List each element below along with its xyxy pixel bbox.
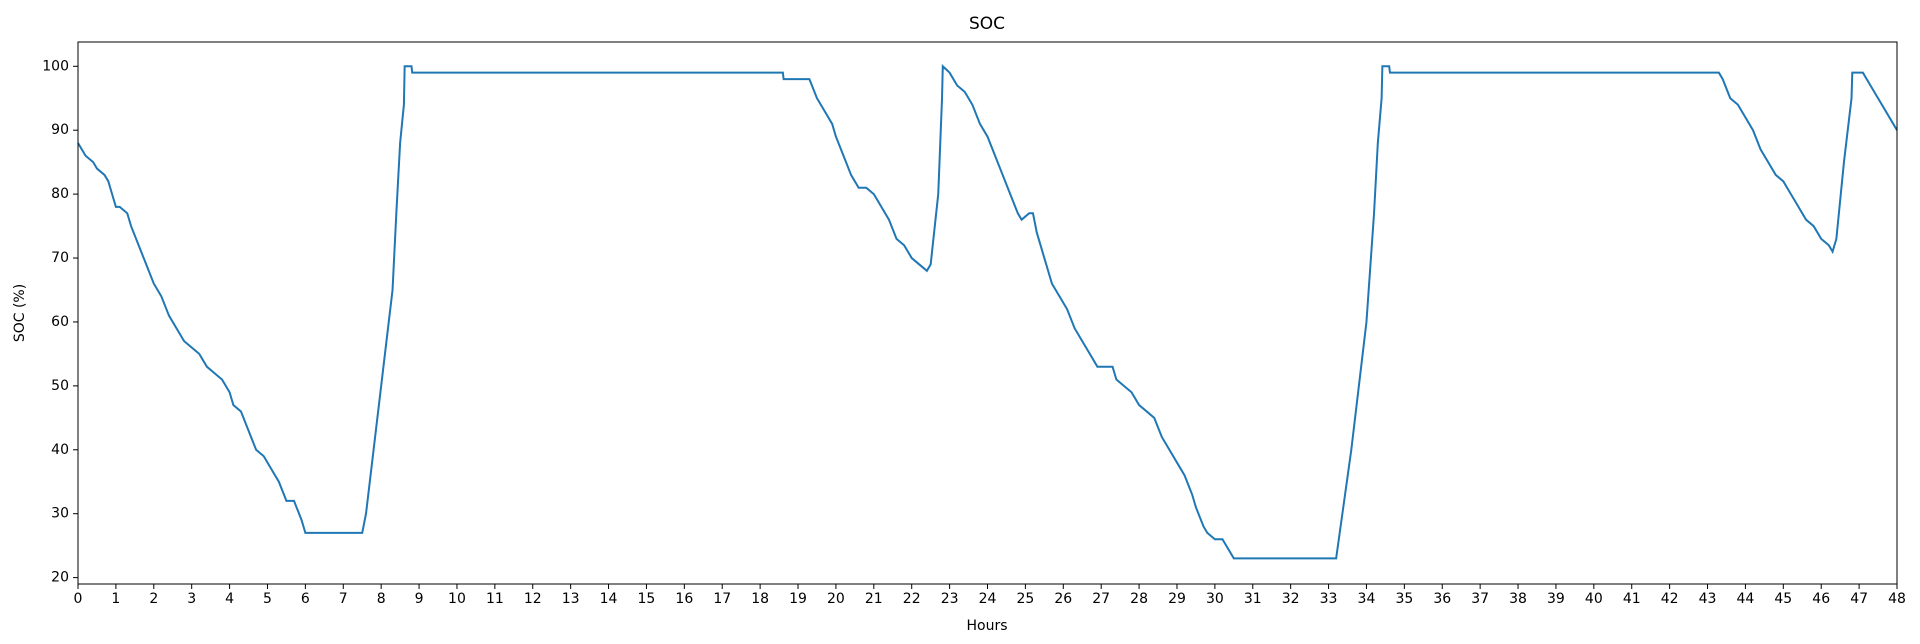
- x-axis-label: Hours: [966, 618, 1007, 634]
- x-tick-label: 42: [1661, 591, 1679, 607]
- x-tick-label: 47: [1850, 591, 1868, 607]
- x-tick-label: 43: [1699, 591, 1717, 607]
- y-tick-label: 100: [42, 58, 69, 74]
- x-tick-label: 28: [1130, 591, 1148, 607]
- y-tick-label: 60: [51, 314, 69, 330]
- x-tick-label: 8: [377, 591, 386, 607]
- x-tick-label: 20: [827, 591, 845, 607]
- x-tick-label: 38: [1509, 591, 1527, 607]
- x-tick-label: 36: [1433, 591, 1451, 607]
- x-tick-label: 11: [486, 591, 504, 607]
- x-tick-label: 1: [111, 591, 120, 607]
- x-tick-label: 25: [1016, 591, 1034, 607]
- x-tick-label: 9: [415, 591, 424, 607]
- x-tick-label: 17: [713, 591, 731, 607]
- x-tick-label: 23: [941, 591, 959, 607]
- x-tick-label: 7: [339, 591, 348, 607]
- x-tick-label: 29: [1168, 591, 1186, 607]
- x-tick-label: 37: [1471, 591, 1489, 607]
- x-tick-label: 40: [1585, 591, 1603, 607]
- x-tick-label: 2: [149, 591, 158, 607]
- x-tick-label: 16: [675, 591, 693, 607]
- x-tick-label: 46: [1812, 591, 1830, 607]
- x-tick-label: 12: [524, 591, 542, 607]
- y-tick-label: 20: [51, 570, 69, 586]
- x-tick-label: 35: [1395, 591, 1413, 607]
- x-tick-label: 3: [187, 591, 196, 607]
- x-tick-label: 6: [301, 591, 310, 607]
- plot-frame: [77, 41, 1898, 585]
- x-tick-label: 45: [1774, 591, 1792, 607]
- x-tick-label: 14: [600, 591, 618, 607]
- x-tick-label: 5: [263, 591, 272, 607]
- y-tick-label: 80: [51, 186, 69, 202]
- x-tick-label: 24: [979, 591, 997, 607]
- x-tick-label: 26: [1054, 591, 1072, 607]
- y-tick-label: 90: [51, 122, 69, 138]
- x-tick-label: 41: [1623, 591, 1641, 607]
- x-tick-label: 19: [789, 591, 807, 607]
- x-tick-label: 0: [74, 591, 83, 607]
- x-tick-label: 10: [448, 591, 466, 607]
- x-tick-label: 22: [903, 591, 921, 607]
- x-tick-label: 32: [1282, 591, 1300, 607]
- x-tick-label: 31: [1244, 591, 1262, 607]
- x-tick-label: 34: [1358, 591, 1376, 607]
- x-tick-label: 39: [1547, 591, 1565, 607]
- chart-title: SOC: [969, 14, 1005, 34]
- x-tick-label: 44: [1737, 591, 1755, 607]
- y-tick-label: 40: [51, 442, 69, 458]
- x-tick-label: 21: [865, 591, 883, 607]
- x-tick-label: 13: [562, 591, 580, 607]
- y-axis-label: SOC (%): [12, 284, 28, 342]
- x-tick-label: 27: [1092, 591, 1110, 607]
- y-tick-label: 30: [51, 506, 69, 522]
- x-tick-label: 18: [751, 591, 769, 607]
- x-tick-label: 33: [1320, 591, 1338, 607]
- x-tick-label: 48: [1888, 591, 1906, 607]
- y-tick-label: 70: [51, 250, 69, 266]
- x-tick-label: 15: [638, 591, 656, 607]
- y-tick-label: 50: [51, 378, 69, 394]
- x-tick-label: 30: [1206, 591, 1224, 607]
- series-line: [77, 64, 1898, 560]
- x-tick-label: 4: [225, 591, 234, 607]
